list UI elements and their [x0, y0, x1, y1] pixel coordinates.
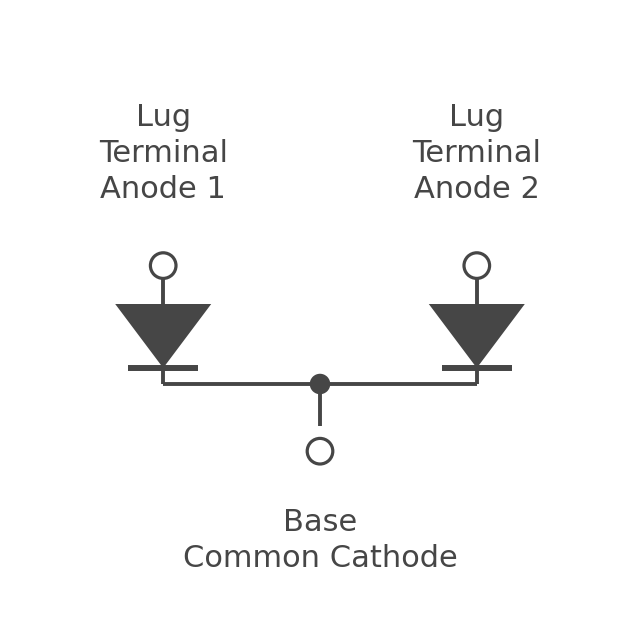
- Text: Lug
Terminal
Anode 1: Lug Terminal Anode 1: [99, 103, 228, 204]
- Polygon shape: [429, 304, 525, 368]
- Circle shape: [307, 438, 333, 464]
- Circle shape: [310, 374, 330, 394]
- Polygon shape: [115, 304, 211, 368]
- Text: Lug
Terminal
Anode 2: Lug Terminal Anode 2: [412, 103, 541, 204]
- Circle shape: [464, 253, 490, 278]
- Circle shape: [150, 253, 176, 278]
- Text: Base
Common Cathode: Base Common Cathode: [182, 508, 458, 573]
